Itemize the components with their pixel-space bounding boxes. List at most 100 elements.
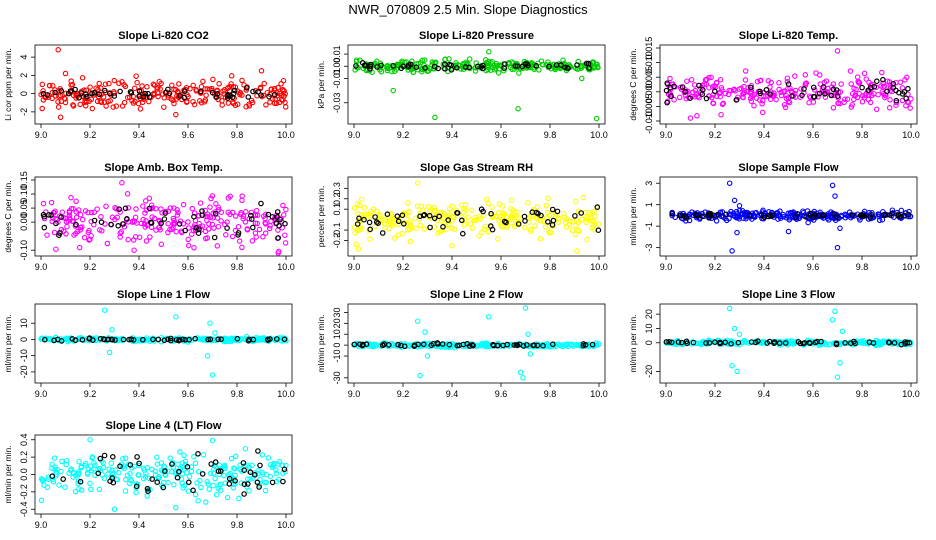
plot-frame: [347, 44, 606, 125]
data-point: [742, 68, 749, 74]
x-tick-label: 9.8: [231, 389, 244, 399]
reference-point: [755, 338, 761, 344]
data-point: [179, 460, 186, 466]
data-point: [792, 73, 798, 79]
data-point: [441, 210, 447, 217]
data-point: [416, 216, 423, 222]
reference-point: [271, 91, 278, 98]
data-point: [884, 78, 891, 84]
data-point: [260, 213, 267, 219]
data-point: [377, 212, 383, 218]
reference-point: [490, 341, 496, 348]
outlier-point: [522, 305, 529, 311]
reference-point: [682, 89, 689, 95]
reference-point: [503, 219, 509, 226]
data-point: [216, 482, 222, 488]
y-axis-label: percent per min.: [316, 186, 326, 247]
y-tick-label: -0.01: [332, 68, 342, 89]
data-point: [253, 207, 260, 214]
panel-9: Slope Line 3 Flow ml/min per min. -20 0 10 20…: [628, 289, 920, 399]
reference-point: [807, 210, 814, 217]
data-point: [151, 215, 158, 222]
data-point: [718, 111, 724, 118]
y-axis-label: kPa per min.: [316, 61, 326, 109]
data-point: [146, 98, 152, 105]
reference-point: [831, 211, 837, 217]
x-tick-label: 9.4: [133, 520, 146, 530]
data-point: [459, 214, 465, 220]
reference-point: [454, 210, 460, 216]
data-point: [58, 468, 64, 475]
data-point: [759, 109, 766, 116]
x-tick-label: 9.4: [133, 389, 146, 399]
data-point: [40, 478, 47, 484]
data-point: [122, 83, 129, 90]
data-point: [97, 98, 104, 104]
data-point: [121, 224, 128, 230]
panel-6: Slope Sample Flow ml/min per min. -3 -1 1 3 9.…: [628, 162, 920, 272]
reference-point: [248, 212, 254, 219]
data-point: [52, 466, 58, 473]
reference-point: [663, 339, 670, 345]
data-point: [76, 244, 83, 251]
reference-point: [208, 461, 215, 467]
data-point: [575, 227, 581, 233]
data-points: [669, 180, 914, 254]
data-point: [218, 218, 224, 224]
x-tick-label: 9.0: [348, 262, 361, 272]
data-point: [280, 212, 287, 218]
data-point: [206, 486, 212, 492]
reference-point: [218, 468, 224, 475]
reference-point: [427, 224, 433, 231]
y-tick-label: 1: [644, 202, 654, 207]
reference-point: [162, 468, 168, 474]
data-point: [224, 219, 230, 225]
outlier-point: [525, 331, 531, 337]
plot-frame: [659, 44, 918, 125]
data-point: [137, 106, 144, 112]
outlier-point: [258, 68, 265, 74]
reference-point: [671, 83, 677, 90]
data-point: [169, 82, 175, 89]
reference-point: [549, 206, 556, 213]
data-point: [852, 212, 858, 218]
data-point: [243, 209, 249, 215]
x-tick-label: 10.0: [590, 130, 608, 140]
data-point: [106, 466, 112, 472]
data-point: [843, 212, 849, 218]
data-point: [887, 97, 893, 103]
y-tick-label: 0.15: [19, 171, 29, 189]
data-point: [583, 219, 589, 226]
data-point: [86, 227, 92, 234]
reference-point: [902, 339, 908, 345]
reference-point: [155, 336, 162, 343]
data-point: [713, 79, 720, 86]
reference-point: [150, 336, 156, 343]
data-point: [367, 236, 373, 242]
data-point: [192, 491, 199, 498]
reference-point: [269, 214, 276, 220]
data-point: [439, 218, 445, 224]
x-tick-label: 10.0: [277, 520, 295, 530]
reference-point: [110, 453, 116, 460]
data-point: [55, 99, 61, 105]
data-point: [200, 78, 206, 85]
data-point: [405, 200, 411, 206]
reference-point: [58, 88, 65, 94]
data-point: [232, 453, 239, 460]
data-point: [742, 77, 749, 83]
data-point: [515, 214, 521, 221]
data-point: [207, 86, 213, 93]
outlier-point: [593, 115, 600, 122]
reference-point: [585, 60, 592, 67]
data-point: [515, 209, 521, 215]
reference-point: [431, 215, 438, 222]
y-tick-label: 0: [644, 340, 654, 345]
outlier-point: [239, 244, 245, 251]
reference-point: [905, 85, 911, 92]
y-axis-label: ml/min per min.: [3, 445, 13, 503]
data-point: [218, 209, 225, 215]
data-point: [263, 472, 270, 478]
x-tick-label: 9.8: [856, 130, 869, 140]
reference-point: [421, 212, 428, 218]
